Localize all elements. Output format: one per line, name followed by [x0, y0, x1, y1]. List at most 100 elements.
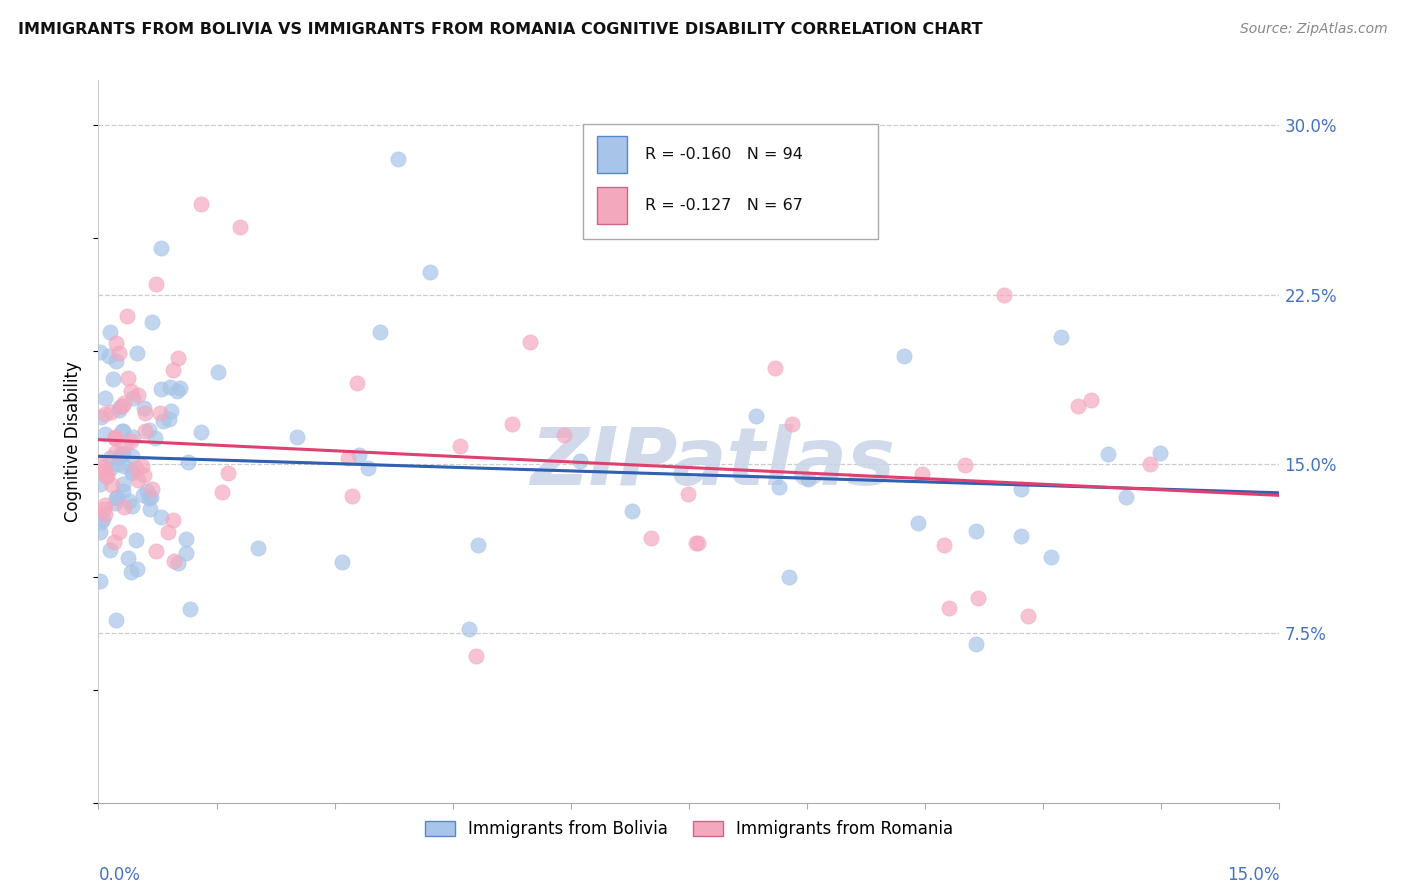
Point — [125, 460, 148, 475]
Point — [247, 541, 270, 555]
Point — [121, 449, 143, 463]
Point — [93, 508, 115, 522]
Point — [98, 462, 121, 476]
Point — [229, 220, 252, 235]
Point — [179, 602, 201, 616]
Point — [100, 478, 122, 492]
Point — [122, 391, 145, 405]
Point — [91, 511, 114, 525]
Point — [110, 446, 132, 460]
Point — [174, 532, 197, 546]
Point — [93, 458, 115, 473]
Point — [347, 448, 370, 462]
Point — [953, 458, 976, 473]
Point — [139, 490, 162, 504]
Point — [162, 363, 184, 377]
Point — [117, 309, 139, 323]
Point — [132, 488, 155, 502]
Point — [458, 622, 481, 636]
Point — [114, 396, 136, 410]
Point — [141, 315, 163, 329]
Point — [104, 353, 127, 368]
Point — [105, 335, 128, 350]
Point — [100, 405, 122, 419]
Point — [120, 434, 142, 449]
Point — [145, 277, 167, 292]
Point — [449, 440, 471, 454]
Point — [167, 557, 190, 571]
Point — [127, 388, 149, 402]
Y-axis label: Cognitive Disability: Cognitive Disability — [65, 361, 83, 522]
Point — [117, 550, 139, 565]
Point — [98, 451, 121, 466]
Point — [465, 648, 488, 663]
Point — [620, 504, 643, 518]
Point — [104, 613, 127, 627]
Point — [111, 399, 134, 413]
Point — [104, 491, 127, 505]
Point — [149, 406, 172, 420]
Point — [89, 574, 111, 588]
Point — [337, 450, 360, 465]
Point — [152, 414, 174, 428]
Point — [104, 496, 127, 510]
Point — [501, 417, 523, 431]
Point — [640, 531, 662, 545]
Point — [330, 555, 353, 569]
Point — [97, 349, 120, 363]
Point — [141, 483, 163, 497]
Point — [149, 382, 172, 396]
Point — [104, 446, 127, 460]
Point — [907, 516, 929, 530]
Point — [159, 380, 181, 394]
Point — [89, 476, 111, 491]
Point — [94, 391, 117, 405]
Point — [93, 501, 115, 516]
Point — [89, 455, 111, 469]
Point — [117, 371, 139, 385]
Point — [285, 429, 308, 443]
Point — [162, 513, 184, 527]
Point — [157, 524, 180, 539]
Point — [1097, 446, 1119, 460]
Point — [166, 384, 188, 398]
Point — [157, 412, 180, 426]
Point — [108, 346, 131, 360]
Point — [104, 430, 127, 444]
Point — [1080, 392, 1102, 407]
Point — [965, 637, 987, 651]
Point — [1010, 482, 1032, 496]
Point — [120, 384, 142, 399]
Point — [217, 467, 239, 481]
Point — [121, 466, 143, 480]
Point — [1139, 457, 1161, 471]
Point — [104, 431, 127, 445]
Point — [163, 554, 186, 568]
Text: 15.0%: 15.0% — [1227, 866, 1279, 884]
Point — [387, 153, 409, 167]
Point — [103, 431, 125, 445]
Text: ZIPatlas: ZIPatlas — [530, 425, 896, 502]
Point — [778, 570, 800, 584]
Point — [125, 533, 148, 548]
Point — [1067, 399, 1090, 413]
Point — [796, 472, 818, 486]
Point — [357, 460, 380, 475]
Point — [127, 562, 149, 576]
Point — [103, 535, 125, 549]
Point — [94, 464, 117, 478]
Point — [966, 591, 988, 605]
Text: 0.0%: 0.0% — [98, 866, 141, 884]
Point — [932, 538, 955, 552]
Point — [174, 546, 197, 560]
Point — [131, 458, 153, 473]
Point — [127, 473, 149, 487]
Point — [93, 427, 115, 442]
Point — [89, 345, 111, 359]
Point — [90, 515, 112, 529]
Point — [368, 325, 391, 339]
Point — [121, 464, 143, 478]
Point — [1017, 609, 1039, 624]
Point — [139, 502, 162, 516]
Point — [110, 424, 132, 438]
